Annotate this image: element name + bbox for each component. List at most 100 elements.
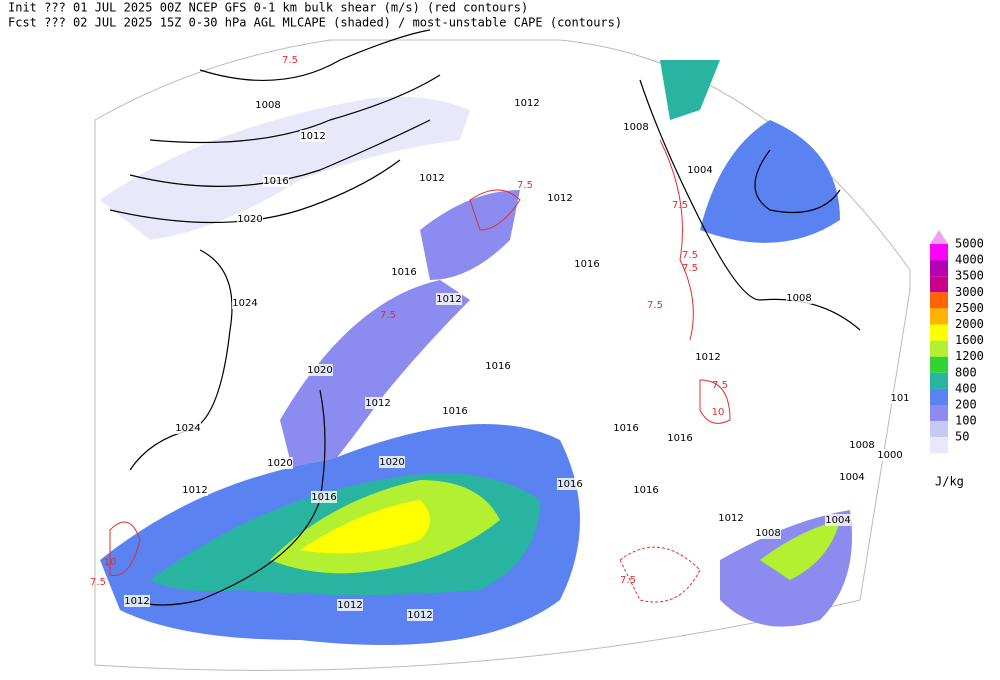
shear-label: 7.5 (282, 55, 298, 66)
shear-label: 7.5 (517, 180, 533, 191)
colorbar-label: 4000 (955, 253, 984, 267)
isobar-label-bg (633, 484, 659, 496)
isobar-label: 1008 (255, 100, 280, 111)
isobars (109, 29, 861, 606)
colorbar-swatch (930, 405, 948, 422)
isobar-label-bg (755, 527, 781, 539)
isobar-label-bg (825, 514, 851, 526)
isobar-label-bg (877, 449, 903, 461)
isobar-label-bg (391, 266, 417, 278)
colorbar-swatch (930, 437, 948, 454)
colorbar-swatch (930, 356, 948, 373)
isobar-label: 1016 (613, 423, 638, 434)
isobar-label: 1020 (379, 457, 404, 468)
shear-label: 7.5 (672, 200, 688, 211)
isobar-label-bg (300, 130, 326, 142)
isobar-label-bg (667, 432, 693, 444)
colorbar-label: 1200 (955, 349, 984, 363)
header-line: Fcst ??? 02 JUL 2025 15Z 0-30 hPa AGL ML… (8, 16, 622, 30)
isobar-label: 1012 (695, 352, 720, 363)
isobar-label-bg (419, 172, 445, 184)
isobar-label-bg (485, 360, 511, 372)
shear-label: 7.5 (647, 300, 663, 311)
colorbar-label: 200 (955, 398, 977, 412)
shear-label: 7.5 (90, 577, 106, 588)
isobar-label-bg (557, 478, 583, 490)
isobar-label: 1012 (419, 173, 444, 184)
shear-label: 7.5 (682, 250, 698, 261)
isobar-label: 1012 (365, 398, 390, 409)
isobar-label-bg (311, 491, 337, 503)
isobar-label-bg (786, 292, 812, 304)
isobar-label: 1004 (825, 515, 850, 526)
colorbar-swatch (930, 276, 948, 293)
isobar-label-bg (255, 99, 281, 111)
isobar-label: 1008 (623, 122, 648, 133)
isobar-label: 1012 (547, 193, 572, 204)
legend-unit: J/kg (935, 475, 964, 489)
isobar-label-bg (839, 471, 865, 483)
colorbar-swatch (930, 324, 948, 341)
isobar-label: 1016 (667, 433, 692, 444)
isobar-label-bg (379, 456, 405, 468)
isobar-label: 1004 (839, 472, 864, 483)
isobar-label: 1012 (337, 600, 362, 611)
colorbar-swatch (930, 244, 948, 261)
isobar-label-bg (232, 297, 258, 309)
colorbar-swatch (930, 308, 948, 325)
isobar-label: 1016 (485, 361, 510, 372)
colorbar-label: 50 (955, 430, 969, 444)
isobar-label-bg (623, 121, 649, 133)
isobar-label: 1012 (182, 485, 207, 496)
isobar-label-bg (182, 484, 208, 496)
colorbar-swatch (930, 372, 948, 389)
isobar-label-bg (887, 392, 913, 404)
header-line: Init ??? 01 JUL 2025 00Z NCEP GFS 0-1 km… (8, 1, 528, 15)
isobar-label-bg (849, 439, 875, 451)
shear-label: 7.5 (682, 263, 698, 274)
colorbar-label: 1600 (955, 333, 984, 347)
isobar-label-bg (124, 595, 150, 607)
isobar-label-bg (574, 258, 600, 270)
isobar-label: 1016 (311, 492, 336, 503)
isobar-label: 1008 (849, 440, 874, 451)
isobar-label-bg (337, 599, 363, 611)
isobar-label-bg (263, 175, 289, 187)
colorbar-label: 2500 (955, 301, 984, 315)
isobar-label: 1020 (307, 365, 332, 376)
isobar-label: 1016 (557, 479, 582, 490)
isobar-label: 1016 (442, 406, 467, 417)
isobar-label: 1016 (574, 259, 599, 270)
isobar-label: 1024 (175, 423, 200, 434)
shear-label: 7.5 (380, 310, 396, 321)
isobar-label-bg (365, 397, 391, 409)
shear-label: 7.5 (620, 575, 636, 586)
colorbar-label: 2000 (955, 317, 984, 331)
isobar-label: 1012 (718, 513, 743, 524)
isobar-label-bg (613, 422, 639, 434)
isobar-label: 1016 (633, 485, 658, 496)
colorbar-swatch (930, 421, 948, 438)
colorbar-label: 100 (955, 414, 977, 428)
isobar-label: 1008 (786, 293, 811, 304)
isobar-label-bg (175, 422, 201, 434)
isobar-label: 1012 (514, 98, 539, 109)
isobar-label-bg (514, 97, 540, 109)
isobar-label: 1012 (300, 131, 325, 142)
shear-label: 10 (104, 557, 117, 568)
shear-label: 10 (712, 407, 725, 418)
colorbar-top (930, 230, 948, 244)
isobar-label-bg (547, 192, 573, 204)
isobar-label: 1012 (407, 610, 432, 621)
isobar-label: 1008 (755, 528, 780, 539)
shear-contours (109, 139, 731, 603)
isobar-label-bg (407, 609, 433, 621)
isobar-label-bg (442, 405, 468, 417)
colorbar-swatch (930, 388, 948, 405)
colorbar-swatch (930, 292, 948, 309)
isobar-label: 1016 (391, 267, 416, 278)
isobar-label-bg (687, 164, 713, 176)
isobar-label: 1000 (877, 450, 902, 461)
isobar-label: 1016 (263, 176, 288, 187)
